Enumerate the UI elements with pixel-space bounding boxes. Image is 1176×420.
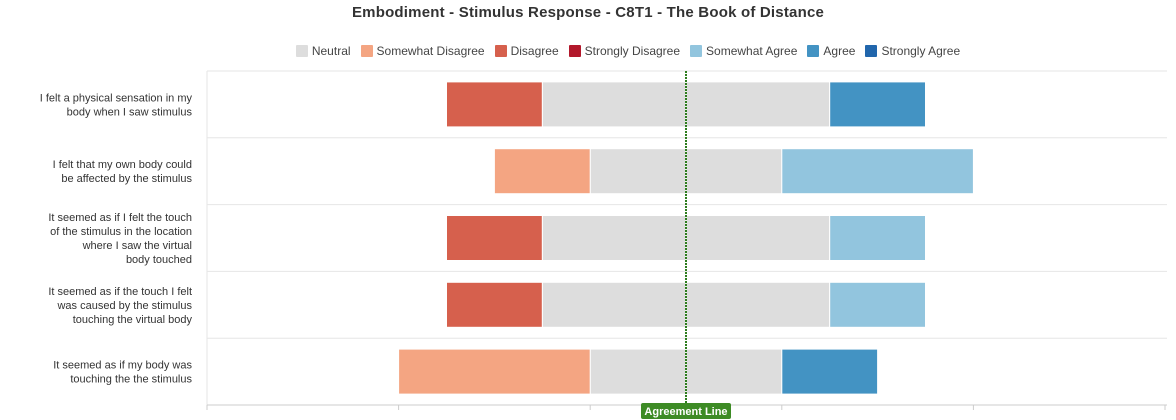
row-label-line: body when I saw stimulus [67,106,193,118]
legend-label: Disagree [510,44,559,58]
bar-disagree [446,81,543,128]
row-label: It seemed as if I felt the touch of the s… [48,212,192,266]
row-label: It seemed as if my body was touching the … [53,360,192,386]
bar-neutral [589,148,687,195]
legend-item[interactable]: Somewhat Agree [690,44,797,58]
bar-neutral [589,348,687,395]
legend-item[interactable]: Strongly Disagree [568,44,681,58]
bar-somewhat-agree [829,281,927,328]
row-label-line: was caused by the stimulus [56,300,192,312]
bar-neutral [685,281,831,328]
row-label: I felt a physical sensation in my body wh… [40,92,193,118]
row-label-line: touching the the stimulus [70,374,192,386]
row-label: It seemed as if the touch I felt was caus… [48,286,192,326]
bar-neutral [685,348,783,395]
bar-neutral [685,215,831,261]
row-label-line: It seemed as if I felt the touch [48,212,192,224]
chart-legend: Neutral Somewhat Disagree Disagree Strongly… [0,44,1176,58]
bar-neutral [541,281,687,328]
bar-somewhat-agree [829,215,927,261]
row-label-line: be affected by the stimulus [61,173,192,185]
bar-neutral [541,81,687,128]
legend-item[interactable]: Disagree [494,44,559,58]
legend-swatch [807,45,820,57]
row-label-line: where I saw the virtual [82,240,192,252]
legend-label: Strongly Disagree [584,44,681,58]
legend-item[interactable]: Agree [807,44,855,58]
bar-somewhat-disagree [493,148,591,195]
bar-neutral [685,148,783,195]
bar-agree [829,81,927,128]
legend-swatch [568,45,581,57]
row-label-line: It seemed as if my body was [53,360,192,372]
legend-item[interactable]: Strongly Agree [865,44,960,58]
chart-title: Embodiment - Stimulus Response - C8T1 - … [351,4,825,21]
bar-disagree [446,281,543,328]
legend-swatch [865,45,878,57]
bar-neutral [685,81,831,128]
agreement-line-badge [641,403,731,419]
legend-label: Somewhat Disagree [376,44,485,58]
bar-somewhat-agree [781,148,974,195]
agreement-line-label: Agreement Line [644,406,727,418]
legend-swatch [295,45,308,57]
row-label-line: body touched [126,254,192,266]
bar-disagree [446,215,543,261]
legend-swatch [690,45,703,57]
legend-label: Agree [823,44,856,58]
legend-label: Strongly Agree [881,44,961,58]
row-label-line: touching the virtual body [73,314,193,326]
bar-neutral [541,215,687,261]
legend-label: Neutral [311,44,351,58]
bar-somewhat-disagree [398,348,591,395]
row-label: I felt that my own body could be affected… [53,159,193,185]
legend-label: Somewhat Agree [706,44,798,58]
row-label-line: I felt a physical sensation in my [40,92,193,104]
row-label-line: of the stimulus in the location [50,226,192,238]
bar-agree [781,348,879,395]
legend-item[interactable]: Neutral [295,44,351,58]
row-label-line: I felt that my own body could [53,159,192,171]
row-label-line: It seemed as if the touch I felt [48,286,192,298]
legend-item[interactable]: Somewhat Disagree [360,44,485,58]
legend-swatch [494,45,507,57]
legend-swatch [360,45,373,57]
